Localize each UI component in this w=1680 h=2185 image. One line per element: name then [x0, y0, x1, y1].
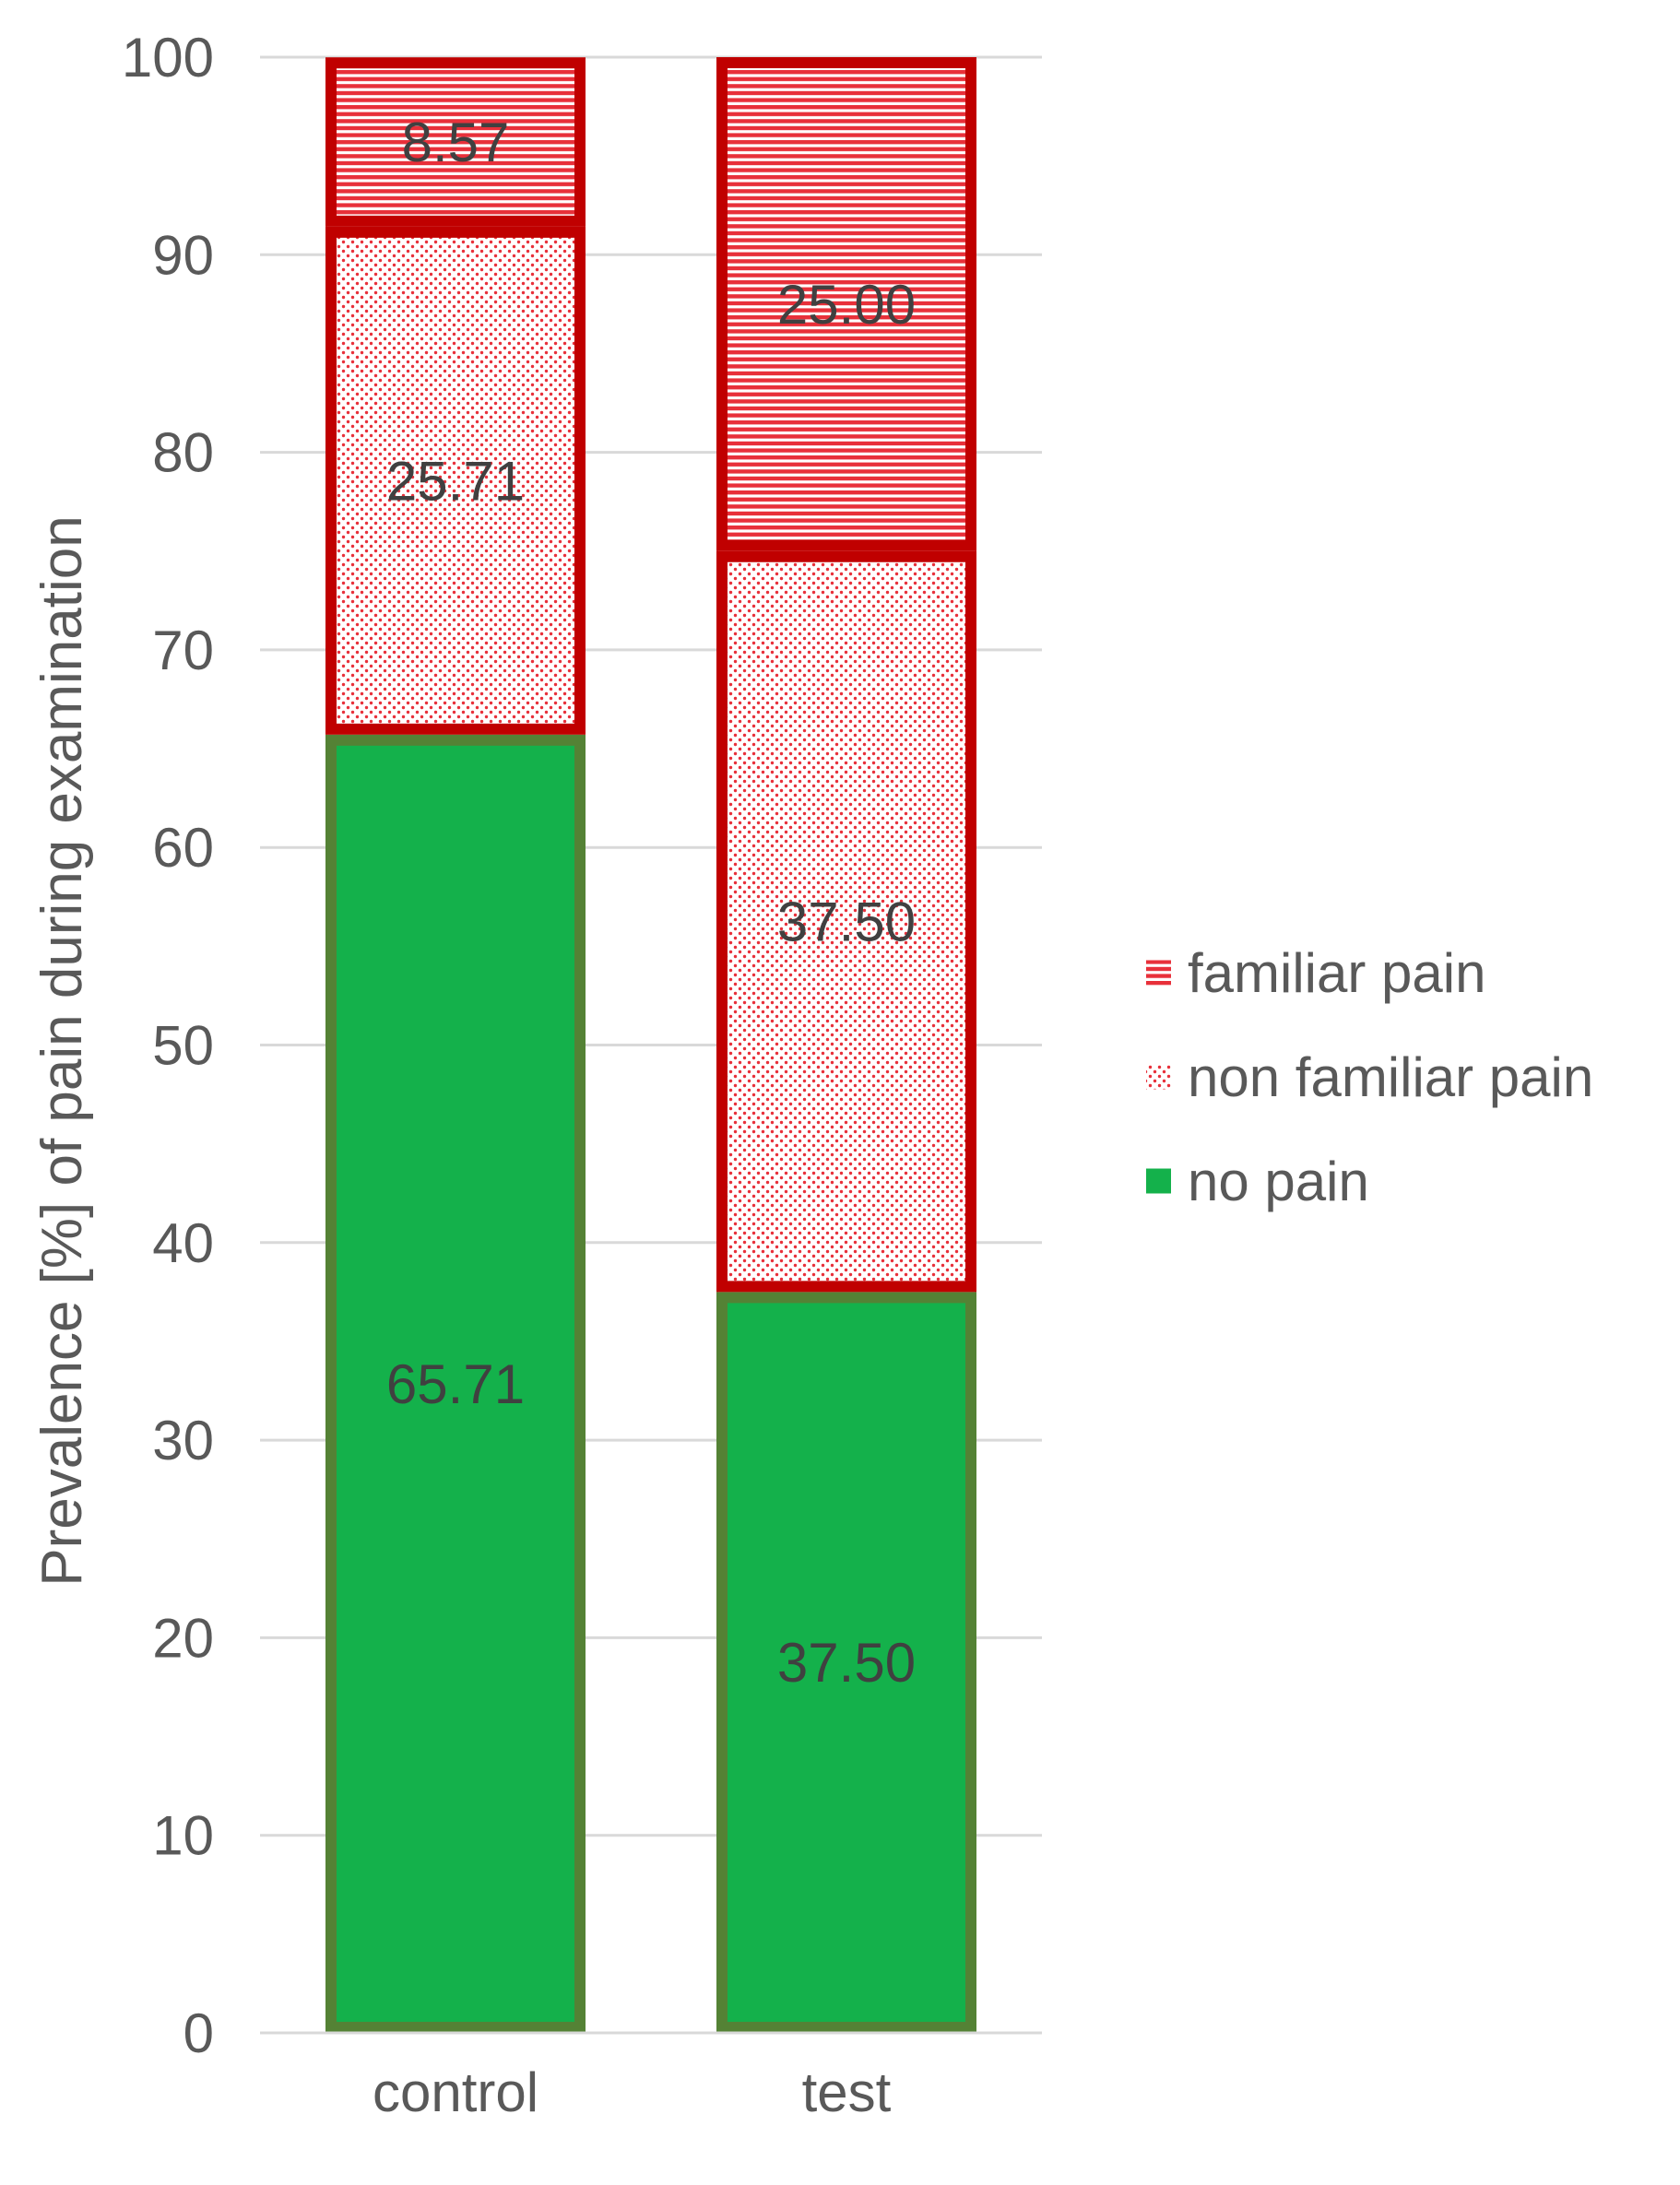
y-axis-title: Prevalence [%] of pain during examinatio… [30, 515, 94, 1586]
data-label: 25.00 [777, 274, 916, 336]
bar-segment [325, 734, 586, 2033]
bars [325, 57, 976, 2033]
y-tick-label: 50 [152, 1015, 214, 1077]
y-tick-label: 10 [152, 1805, 214, 1867]
data-label: 65.71 [386, 1353, 525, 1415]
y-tick-label: 100 [122, 27, 214, 89]
y-tick-label: 20 [152, 1607, 214, 1669]
data-label: 37.50 [777, 892, 916, 953]
y-tick-label: 60 [152, 817, 214, 879]
data-label: 25.71 [386, 450, 525, 512]
bar-segment [325, 57, 586, 227]
legend: familiar pain non familiar pain no pain [1146, 942, 1593, 1212]
data-label: 37.50 [777, 1632, 916, 1694]
bar-segment [325, 226, 586, 735]
legend-label: familiar pain [1188, 942, 1485, 1004]
y-tick-label: 70 [152, 620, 214, 681]
legend-swatch [1146, 960, 1171, 986]
axes: 0 10 20 30 40 50 60 70 80 90 100 control test [122, 27, 1042, 2123]
y-tick-label: 90 [152, 224, 214, 286]
data-label: 8.57 [402, 112, 510, 173]
x-tick-label: test [802, 2061, 892, 2123]
data-labels: 65.71 25.71 8.57 37.50 37.50 25.00 [386, 112, 916, 1694]
x-tick-label: control [373, 2061, 538, 2123]
y-tick-label: 40 [152, 1212, 214, 1274]
y-tick-label: 0 [183, 2002, 214, 2064]
legend-label: no pain [1188, 1151, 1369, 1212]
bar-segment [716, 57, 976, 551]
y-tick-label: 80 [152, 422, 214, 484]
y-tick-label: 30 [152, 1410, 214, 1471]
legend-label: non familiar pain [1188, 1046, 1593, 1108]
bar-segment [716, 1292, 976, 2033]
legend-swatch [1146, 1168, 1171, 1194]
legend-swatch [1146, 1064, 1171, 1090]
bar-segment [716, 550, 976, 1293]
